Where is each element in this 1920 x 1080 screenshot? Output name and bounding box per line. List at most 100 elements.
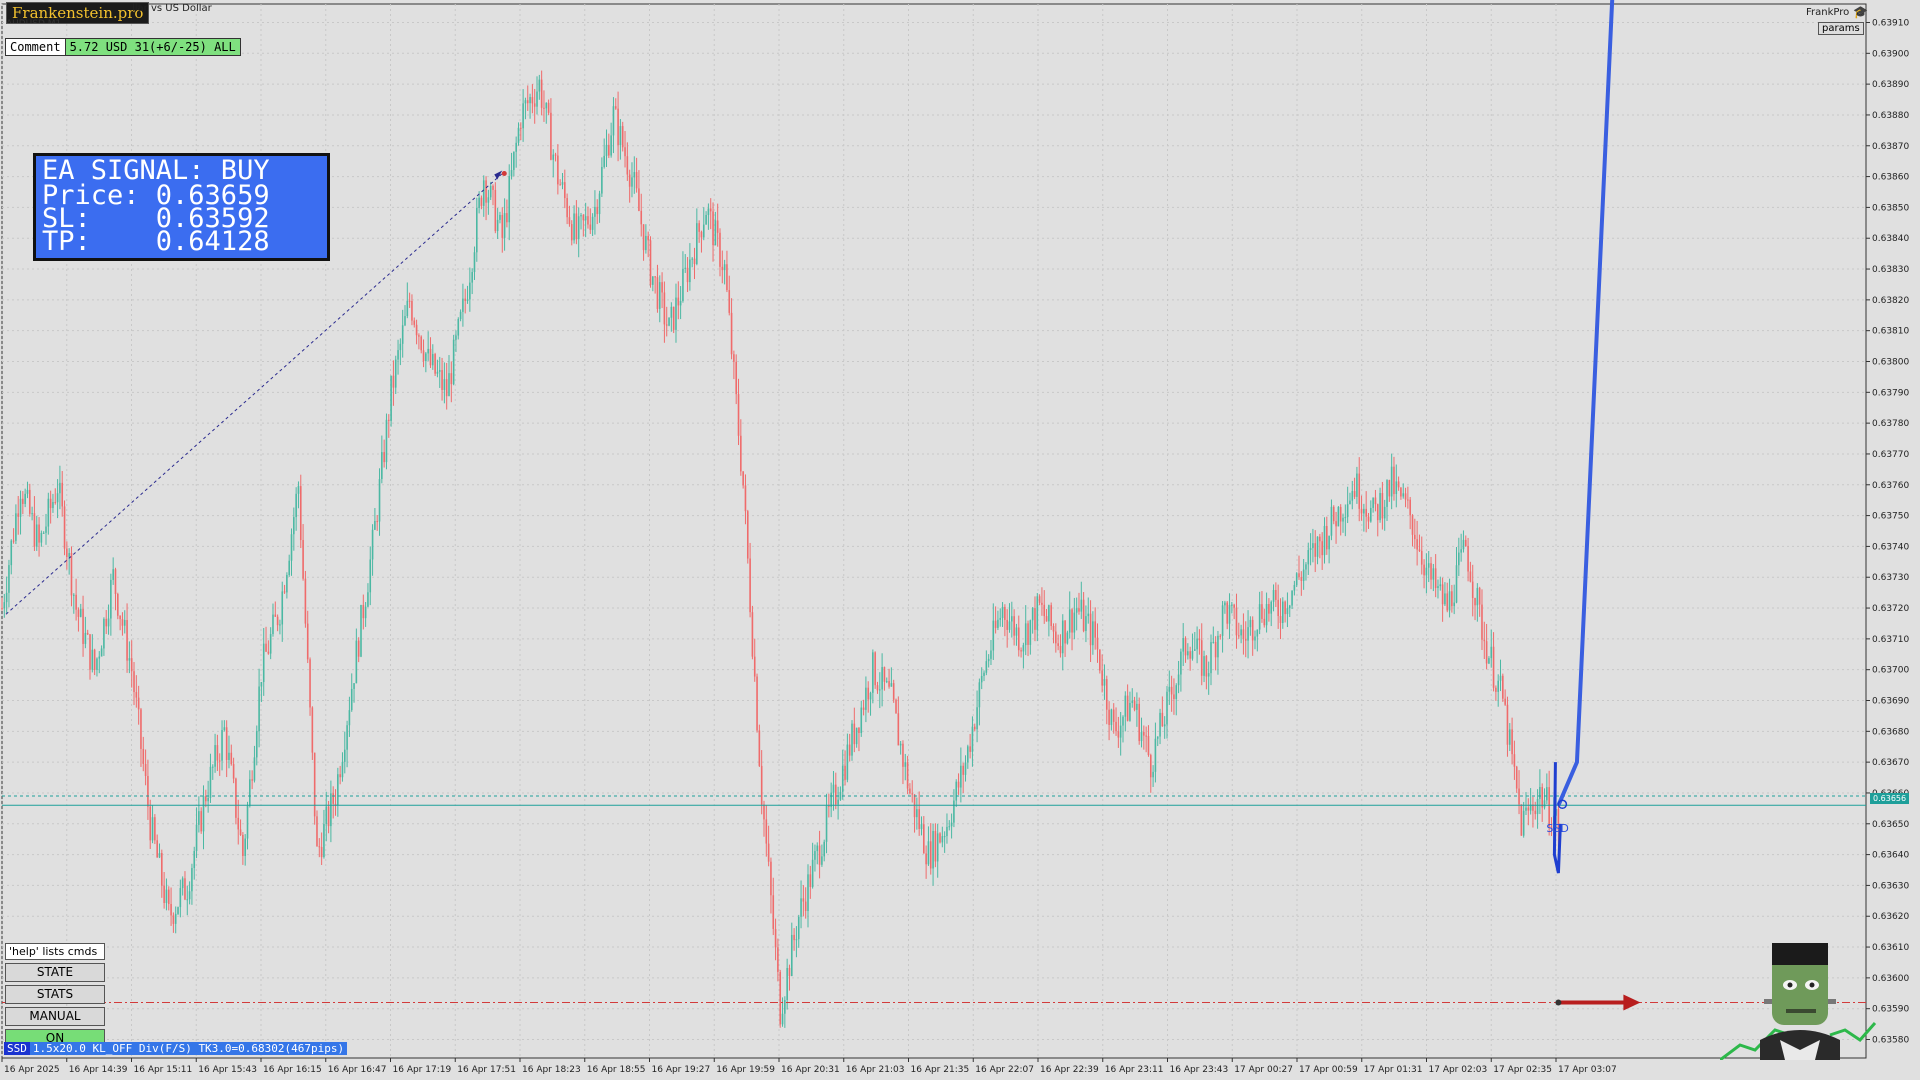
candle-down xyxy=(649,240,652,285)
candle-down xyxy=(33,513,36,547)
candle-up xyxy=(1363,508,1365,514)
candle-down xyxy=(172,915,175,924)
candle-up xyxy=(482,180,485,206)
candle-up xyxy=(790,934,793,977)
x-tick-label: 16 Apr 2025 xyxy=(4,1065,60,1075)
candle-up xyxy=(221,730,223,761)
y-tick-label: 0.63890 xyxy=(1872,80,1909,90)
candle-down xyxy=(1020,650,1022,652)
candle-down xyxy=(318,846,321,848)
candle-down xyxy=(1214,641,1217,658)
candle-down xyxy=(834,784,837,805)
candle-up xyxy=(364,606,367,619)
candle-up xyxy=(343,749,346,762)
candle-down xyxy=(1096,637,1099,650)
candle-down xyxy=(230,752,233,765)
candle-down xyxy=(788,967,791,977)
candle-down xyxy=(251,779,253,781)
candle-down xyxy=(1004,606,1006,620)
help-hint[interactable]: 'help' lists cmds xyxy=(5,943,105,960)
candle-down xyxy=(38,524,40,543)
candle-down xyxy=(772,895,775,929)
candle-up xyxy=(52,502,54,509)
candle-up xyxy=(1203,656,1205,676)
candle-up xyxy=(1395,481,1398,495)
candle-down xyxy=(154,817,156,841)
candle-down xyxy=(1434,568,1437,588)
candle-up xyxy=(249,779,251,806)
candle-up xyxy=(538,79,541,92)
candle-down xyxy=(267,651,270,654)
candle-down xyxy=(1161,712,1164,727)
candle-down xyxy=(1242,629,1245,639)
manual-button[interactable]: MANUAL xyxy=(5,1007,105,1026)
candle-down xyxy=(232,764,235,779)
candle-down xyxy=(89,634,91,670)
candle-up xyxy=(823,841,826,857)
frankpro-label: FrankPro 🎓 xyxy=(1806,5,1869,19)
candle-up xyxy=(1182,638,1185,652)
candle-up xyxy=(191,868,193,892)
candle-down xyxy=(1339,506,1342,522)
candle-up xyxy=(1546,787,1548,801)
candle-down xyxy=(888,681,890,687)
y-tick-label: 0.63610 xyxy=(1872,943,1909,953)
candle-up xyxy=(1458,552,1460,566)
candle-up xyxy=(478,197,480,208)
candle-up xyxy=(499,214,501,220)
state-button[interactable]: STATE xyxy=(5,963,105,982)
frankenstein-avatar xyxy=(1720,943,1877,1060)
candle-down xyxy=(1511,729,1513,755)
candle-up xyxy=(31,513,33,515)
candle-up xyxy=(878,689,881,691)
candle-up xyxy=(471,272,473,283)
candle-down xyxy=(746,511,749,559)
y-tick-label: 0.63600 xyxy=(1872,974,1909,984)
candle-up xyxy=(786,967,788,1001)
y-tick-label: 0.63790 xyxy=(1872,388,1909,398)
candle-down xyxy=(550,112,552,160)
params-button[interactable]: params xyxy=(1818,22,1864,35)
candle-up xyxy=(1168,686,1171,692)
candle-down xyxy=(1467,546,1469,572)
candle-up xyxy=(1351,491,1354,501)
candle-down xyxy=(75,594,77,610)
y-tick-label: 0.63710 xyxy=(1872,635,1909,645)
candle-up xyxy=(455,335,457,340)
candle-up xyxy=(536,91,538,107)
candle-down xyxy=(1360,508,1363,514)
candle-up xyxy=(1024,623,1027,646)
candle-up xyxy=(1439,584,1442,587)
candle-down xyxy=(892,683,895,700)
candle-down xyxy=(316,816,318,847)
candle-up xyxy=(1462,539,1465,550)
candle-down xyxy=(1381,493,1384,519)
candle-up xyxy=(1265,604,1268,626)
candle-up xyxy=(872,652,874,693)
stats-button[interactable]: STATS xyxy=(5,985,105,1004)
candle-down xyxy=(742,471,744,486)
candle-down xyxy=(119,615,121,620)
candle-up xyxy=(927,841,930,865)
candle-up xyxy=(198,811,200,825)
graduation-cap-icon[interactable]: 🎓 xyxy=(1853,5,1869,19)
candle-down xyxy=(1548,787,1550,827)
y-tick-label: 0.63830 xyxy=(1872,265,1909,275)
candle-up xyxy=(821,856,823,865)
candle-up xyxy=(1180,651,1182,675)
candle-down xyxy=(1038,596,1041,603)
candle-down xyxy=(408,300,411,302)
candle-up xyxy=(394,359,397,388)
candle-down xyxy=(1115,721,1117,732)
candle-up xyxy=(997,619,999,628)
candle-up xyxy=(1543,800,1546,808)
candle-down xyxy=(614,106,617,109)
candle-down xyxy=(719,232,721,267)
candle-down xyxy=(420,336,423,351)
y-tick-label: 0.63580 xyxy=(1872,1036,1909,1046)
candle-up xyxy=(15,513,17,541)
candle-up xyxy=(658,282,661,309)
x-tick-label: 16 Apr 17:51 xyxy=(457,1065,516,1075)
candle-down xyxy=(939,833,941,843)
